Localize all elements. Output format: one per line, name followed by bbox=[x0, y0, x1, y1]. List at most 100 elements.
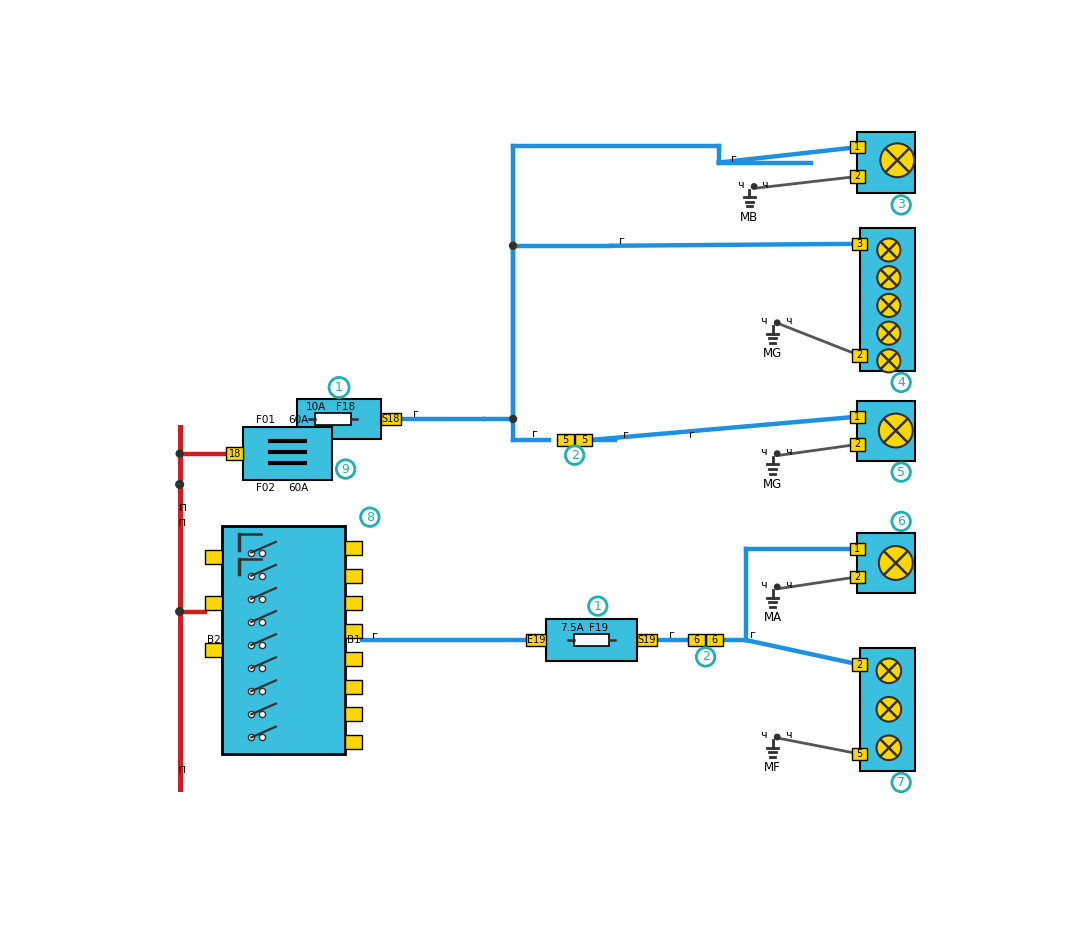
Circle shape bbox=[509, 415, 517, 423]
FancyBboxPatch shape bbox=[857, 533, 915, 593]
FancyBboxPatch shape bbox=[297, 399, 380, 439]
FancyBboxPatch shape bbox=[857, 401, 915, 461]
Text: 2: 2 bbox=[571, 449, 578, 462]
Circle shape bbox=[588, 597, 607, 615]
FancyBboxPatch shape bbox=[850, 411, 865, 423]
Circle shape bbox=[892, 512, 910, 531]
FancyBboxPatch shape bbox=[205, 643, 222, 657]
Text: 5: 5 bbox=[581, 435, 587, 445]
FancyBboxPatch shape bbox=[346, 680, 362, 694]
Circle shape bbox=[336, 460, 354, 478]
FancyBboxPatch shape bbox=[707, 634, 724, 647]
Text: г: г bbox=[372, 631, 377, 641]
Text: п: п bbox=[179, 501, 187, 514]
Text: F18: F18 bbox=[336, 401, 355, 412]
Text: 1: 1 bbox=[854, 142, 861, 153]
Circle shape bbox=[877, 697, 901, 722]
Text: п: п bbox=[178, 763, 186, 776]
FancyBboxPatch shape bbox=[346, 624, 362, 638]
Text: г: г bbox=[619, 236, 626, 246]
Text: 3: 3 bbox=[897, 199, 905, 212]
Text: MG: MG bbox=[763, 347, 782, 360]
Text: ч: ч bbox=[760, 580, 767, 590]
Text: MA: MA bbox=[764, 611, 782, 624]
FancyBboxPatch shape bbox=[850, 141, 865, 154]
FancyBboxPatch shape bbox=[243, 427, 332, 480]
Text: г: г bbox=[689, 430, 695, 440]
Text: г: г bbox=[751, 630, 756, 640]
FancyBboxPatch shape bbox=[859, 648, 915, 771]
Circle shape bbox=[892, 462, 910, 481]
Text: ч: ч bbox=[785, 447, 792, 457]
Text: F02: F02 bbox=[256, 483, 275, 492]
FancyBboxPatch shape bbox=[222, 526, 346, 754]
Text: 60A: 60A bbox=[288, 483, 308, 492]
Text: 5: 5 bbox=[856, 749, 863, 758]
Text: 1: 1 bbox=[593, 599, 602, 612]
Circle shape bbox=[877, 659, 901, 683]
Circle shape bbox=[878, 322, 900, 345]
FancyBboxPatch shape bbox=[557, 434, 574, 446]
Text: F19: F19 bbox=[589, 623, 609, 633]
FancyBboxPatch shape bbox=[850, 438, 865, 450]
FancyBboxPatch shape bbox=[346, 652, 362, 666]
FancyBboxPatch shape bbox=[546, 619, 638, 660]
Text: 7.5A: 7.5A bbox=[560, 623, 584, 633]
Text: 6: 6 bbox=[712, 635, 718, 645]
FancyBboxPatch shape bbox=[205, 597, 222, 610]
Text: п: п bbox=[178, 516, 186, 529]
Text: MB: MB bbox=[740, 211, 758, 224]
Circle shape bbox=[878, 294, 900, 317]
FancyBboxPatch shape bbox=[380, 413, 401, 426]
FancyBboxPatch shape bbox=[316, 413, 351, 426]
FancyBboxPatch shape bbox=[850, 571, 865, 583]
Text: ч: ч bbox=[785, 731, 792, 741]
FancyBboxPatch shape bbox=[346, 569, 362, 583]
Circle shape bbox=[878, 350, 900, 373]
Text: ч: ч bbox=[785, 580, 792, 590]
Text: 2: 2 bbox=[701, 650, 710, 663]
FancyBboxPatch shape bbox=[226, 448, 243, 460]
Text: ч: ч bbox=[761, 180, 768, 190]
Text: 5: 5 bbox=[897, 465, 905, 478]
Text: 2: 2 bbox=[854, 439, 861, 450]
Text: г: г bbox=[624, 430, 629, 440]
Text: 5: 5 bbox=[562, 435, 569, 445]
Text: ч: ч bbox=[760, 316, 767, 327]
Circle shape bbox=[176, 481, 183, 488]
Text: 2: 2 bbox=[856, 660, 863, 670]
Text: ч: ч bbox=[737, 180, 743, 190]
Text: 10A: 10A bbox=[306, 401, 326, 412]
Circle shape bbox=[892, 196, 910, 215]
FancyBboxPatch shape bbox=[346, 735, 362, 749]
Circle shape bbox=[774, 585, 780, 589]
FancyBboxPatch shape bbox=[859, 228, 915, 371]
Text: B1: B1 bbox=[347, 635, 361, 645]
Text: 2: 2 bbox=[854, 171, 861, 181]
FancyBboxPatch shape bbox=[688, 634, 704, 647]
Circle shape bbox=[878, 239, 900, 262]
Text: 8: 8 bbox=[366, 511, 374, 524]
FancyBboxPatch shape bbox=[850, 543, 865, 555]
Circle shape bbox=[879, 413, 912, 448]
FancyBboxPatch shape bbox=[346, 541, 362, 555]
Circle shape bbox=[752, 184, 757, 189]
Text: 1: 1 bbox=[335, 381, 342, 394]
Text: г: г bbox=[414, 410, 419, 419]
Text: 4: 4 bbox=[897, 376, 905, 388]
Circle shape bbox=[774, 734, 780, 740]
Text: 60A: 60A bbox=[288, 414, 308, 425]
Circle shape bbox=[880, 143, 914, 178]
Text: 2: 2 bbox=[854, 572, 861, 582]
Circle shape bbox=[877, 735, 901, 760]
Text: S18: S18 bbox=[381, 414, 400, 424]
Circle shape bbox=[330, 377, 349, 398]
Circle shape bbox=[774, 451, 780, 456]
FancyBboxPatch shape bbox=[574, 634, 610, 647]
FancyBboxPatch shape bbox=[850, 170, 865, 182]
FancyBboxPatch shape bbox=[852, 350, 867, 362]
Text: E19: E19 bbox=[527, 635, 545, 645]
Text: г: г bbox=[669, 630, 674, 640]
Circle shape bbox=[879, 546, 912, 580]
Circle shape bbox=[176, 608, 183, 615]
